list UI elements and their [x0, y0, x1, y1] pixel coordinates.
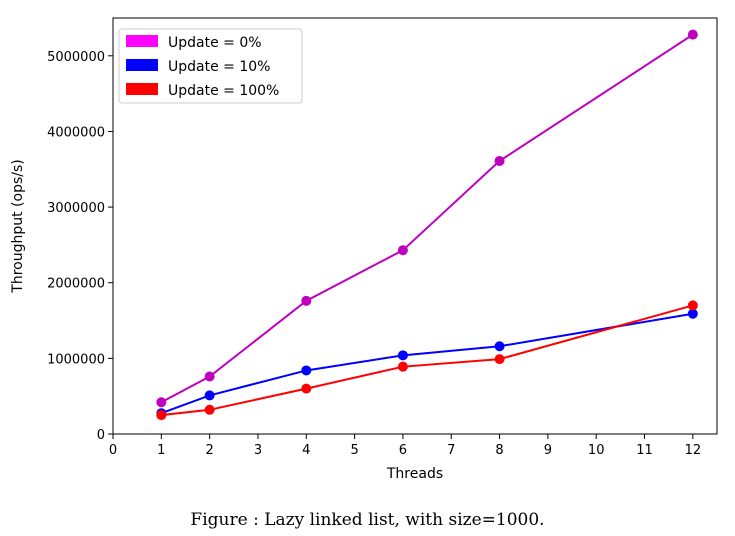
axis-ticks: 0 1 2 3 4 5 6 7 8 9 10 11 12010000002000000300000040…	[47, 50, 701, 458]
y-tick-label: 5000000	[47, 50, 105, 65]
legend-label: Update = 0%	[168, 35, 262, 51]
data-point	[687, 300, 698, 311]
y-tick-label: 0	[97, 428, 105, 443]
data-point	[687, 29, 698, 40]
data-point	[494, 341, 505, 352]
data-point	[494, 354, 505, 365]
data-point	[156, 410, 167, 421]
data-point	[397, 245, 408, 256]
x-tick-label: 6	[399, 443, 407, 458]
x-tick-label: 10	[588, 443, 605, 458]
y-axis-label: Throughput (ops/s)	[10, 159, 26, 293]
y-tick-label: 2000000	[47, 277, 105, 292]
data-point	[494, 155, 505, 166]
legend-swatch	[126, 83, 158, 95]
data-point	[204, 390, 215, 401]
y-tick-label: 1000000	[47, 352, 105, 367]
series-line-1	[160, 312, 694, 415]
figure-caption: Figure : Lazy linked list, with size=100…	[190, 510, 545, 530]
x-tick-label: 9	[544, 443, 552, 458]
series-group	[156, 29, 698, 421]
x-tick-label: 1	[157, 443, 165, 458]
data-point	[301, 383, 312, 394]
data-point	[397, 361, 408, 372]
legend-swatch	[126, 59, 158, 71]
data-point	[301, 295, 312, 306]
data-point	[397, 350, 408, 361]
data-point	[156, 397, 167, 408]
legend-label: Update = 10%	[168, 59, 270, 75]
x-tick-label: 4	[302, 443, 310, 458]
x-tick-label: 2	[205, 443, 213, 458]
x-tick-label: 8	[495, 443, 503, 458]
legend-box	[118, 28, 303, 104]
x-tick-label: 7	[447, 443, 455, 458]
x-tick-label: 12	[685, 443, 702, 458]
x-tick-label: 11	[636, 443, 653, 458]
series-line-2	[161, 304, 694, 417]
line-chart: 0 1 2 3 4 5 6 7 8 9 10 11 12010000002000000300000040…	[10, 17, 718, 482]
y-tick-label: 3000000	[47, 201, 105, 216]
series-line-0	[160, 33, 694, 404]
x-tick-label: 3	[254, 443, 262, 458]
data-point	[301, 365, 312, 376]
legend-swatch	[126, 35, 158, 47]
legend-label: Update = 100%	[168, 83, 279, 99]
y-tick-label: 4000000	[47, 125, 105, 140]
x-tick-label: 5	[350, 443, 358, 458]
legend: Update = 0% Update = 10% Update = 100%	[118, 28, 303, 104]
data-point	[204, 371, 215, 382]
x-axis-label: Threads	[386, 466, 443, 482]
data-point	[687, 308, 698, 319]
data-point	[204, 404, 215, 415]
x-tick-label: 0	[109, 443, 117, 458]
